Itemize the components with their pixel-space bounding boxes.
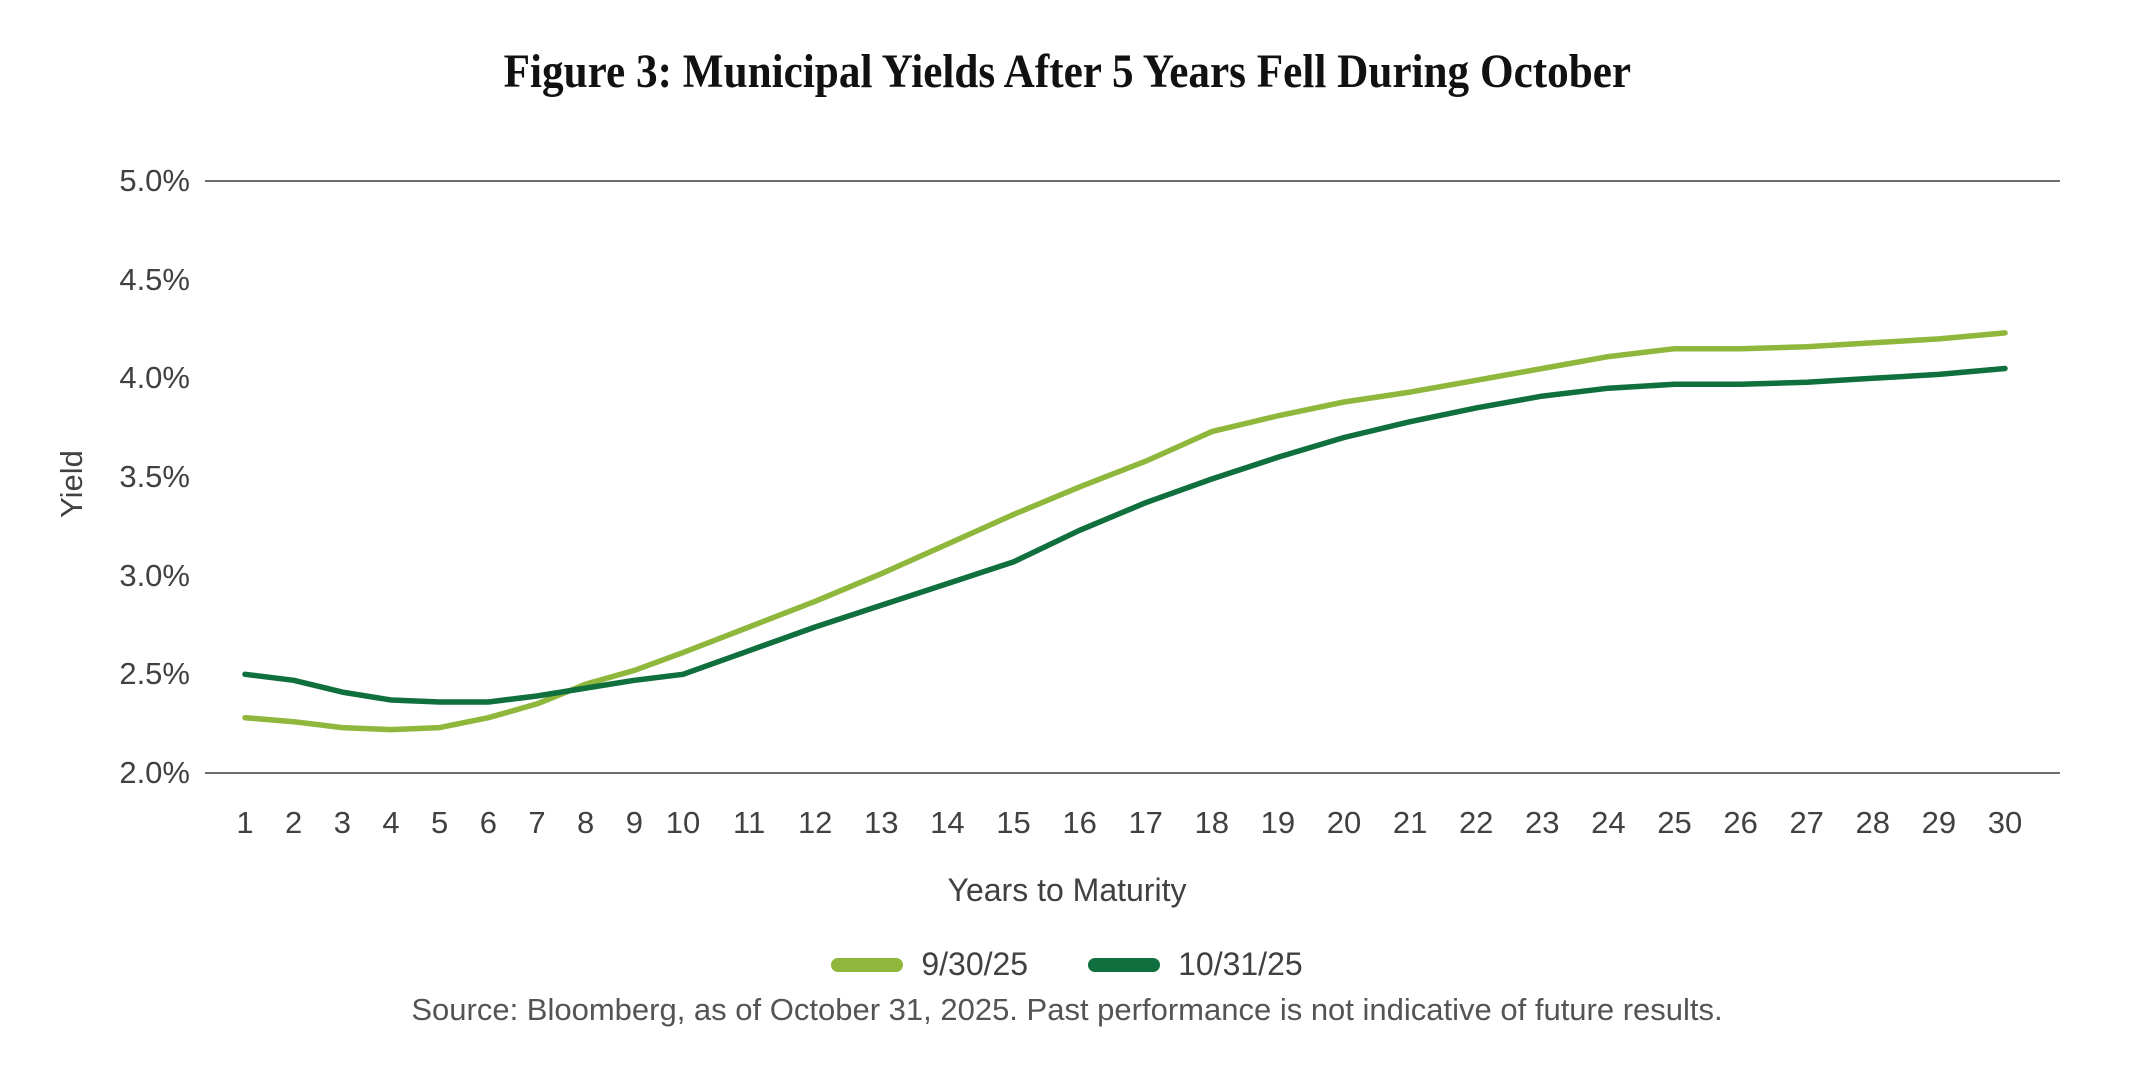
y-tick-label: 2.0%	[119, 755, 190, 790]
x-tick-label: 14	[930, 805, 965, 840]
x-tick-label: 26	[1723, 805, 1758, 840]
x-tick-label: 2	[285, 805, 303, 840]
x-tick-label: 8	[577, 805, 595, 840]
x-tick-label: 19	[1260, 805, 1296, 840]
x-tick-label: 18	[1194, 805, 1230, 840]
x-tick-label: 22	[1458, 805, 1494, 840]
x-tick-label: 17	[1128, 805, 1163, 840]
x-tick-label: 28	[1855, 805, 1891, 840]
x-tick-label: 7	[528, 805, 546, 840]
y-tick-label: 3.5%	[119, 459, 190, 494]
legend-swatch-10-31-25	[1088, 957, 1161, 972]
x-tick-label: 11	[733, 805, 766, 840]
x-tick-label: 16	[1062, 805, 1097, 840]
x-tick-label: 27	[1789, 805, 1824, 840]
x-tick-label: 4	[382, 805, 400, 840]
x-tick-label: 5	[431, 805, 449, 840]
chart-title: Figure 3: Municipal Yields After 5 Years…	[0, 44, 2134, 99]
x-tick-label: 23	[1525, 805, 1560, 840]
x-tick-label: 21	[1392, 805, 1428, 840]
x-tick-label: 10	[665, 805, 701, 840]
x-tick-label: 9	[625, 805, 643, 840]
legend-item-9-30-25: 9/30/25	[831, 946, 1028, 983]
x-axis-title: Years to Maturity	[947, 872, 1187, 908]
legend-label-9-30-25: 9/30/25	[921, 946, 1029, 982]
series-line-10-31-25	[242, 365, 2008, 705]
legend: 9/30/25 10/31/25	[0, 946, 2134, 983]
y-tick-label: 4.5%	[119, 261, 190, 297]
legend-label-10-31-25: 10/31/25	[1178, 946, 1303, 982]
x-tick-label: 13	[864, 805, 899, 840]
y-tick-label: 2.5%	[119, 656, 190, 692]
y-tick-label: 5.0%	[119, 163, 190, 198]
source-note: Source: Bloomberg, as of October 31, 202…	[411, 992, 1723, 1027]
x-tick-label: 12	[797, 805, 833, 840]
x-tick-label: 6	[479, 805, 497, 840]
x-tick-label: 3	[333, 805, 351, 840]
legend-item-10-31-25: 10/31/25	[1088, 946, 1303, 983]
x-tick-label: 1	[236, 805, 254, 840]
x-tick-label: 29	[1921, 805, 1957, 840]
series-line-9-30-25	[242, 330, 2008, 733]
x-tick-label: 25	[1657, 805, 1692, 840]
chart-title-text: Figure 3: Municipal Yields After 5 Years…	[503, 45, 1631, 98]
x-tick-label: 20	[1326, 805, 1362, 840]
x-tick-label: 30	[1987, 805, 2023, 840]
y-tick-label: 4.0%	[119, 360, 190, 396]
legend-swatch-9-30-25	[831, 957, 904, 972]
x-tick-label: 24	[1591, 805, 1626, 840]
y-tick-label: 3.0%	[119, 557, 190, 593]
x-tick-label: 15	[996, 805, 1031, 840]
